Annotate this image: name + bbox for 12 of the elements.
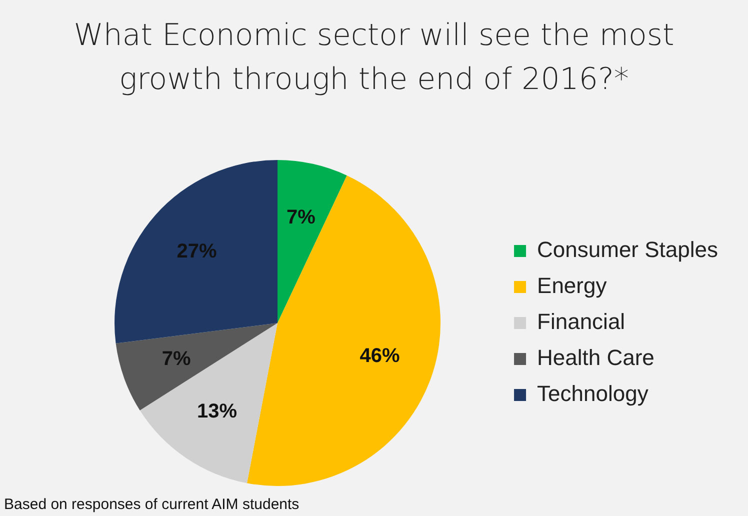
data-label: 46%: [360, 344, 400, 367]
legend-label: Energy: [537, 273, 607, 298]
data-label: 27%: [176, 240, 218, 262]
legend-label: Health Care: [537, 345, 654, 370]
legend-label: Consumer Staples: [537, 237, 718, 262]
text: Based on responses of current AIM students: [4, 496, 300, 513]
data-label: 13%: [197, 400, 238, 422]
chart-title: What Economic sector will see the most growth through the end of 2016?*: [72, 17, 676, 99]
legend-label: Technology: [537, 381, 648, 406]
data-label: 7%: [286, 206, 316, 229]
legend-label: Financial: [537, 309, 626, 334]
data-label: 7%: [162, 348, 191, 370]
